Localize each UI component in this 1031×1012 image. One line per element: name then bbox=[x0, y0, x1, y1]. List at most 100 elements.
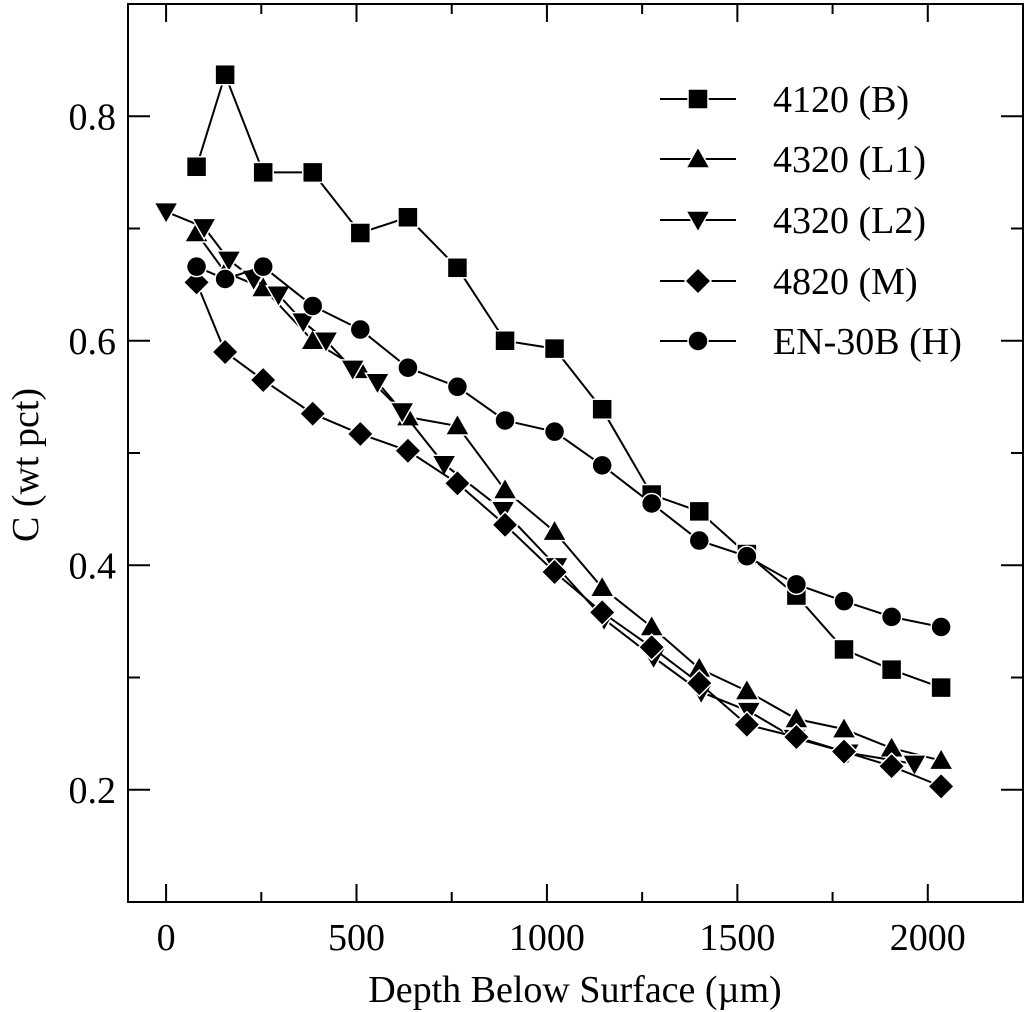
y-axis: 0.2 0.4 0.6 0.8 bbox=[69, 3, 1023, 812]
data-point bbox=[541, 518, 568, 542]
legend-marker bbox=[683, 266, 713, 296]
x-tick-label: 0 bbox=[157, 917, 176, 959]
data-point bbox=[833, 590, 855, 612]
data-point bbox=[397, 356, 419, 379]
series-4 bbox=[182, 268, 956, 801]
x-axis: 0 500 1000 1500 2000 bbox=[157, 4, 1024, 959]
y-tick-label: 0.2 bbox=[69, 770, 117, 812]
data-point bbox=[880, 606, 903, 628]
data-point bbox=[688, 500, 711, 523]
data-point bbox=[901, 754, 928, 778]
data-point bbox=[490, 510, 520, 539]
legend-item: 4120 (B) bbox=[660, 79, 909, 121]
legend-item: 4320 (L2) bbox=[660, 200, 926, 242]
data-point bbox=[388, 401, 416, 425]
data-point bbox=[543, 337, 566, 360]
data-point bbox=[364, 372, 391, 396]
data-point bbox=[733, 677, 761, 701]
data-point bbox=[446, 376, 469, 398]
data-point bbox=[688, 529, 711, 552]
data-point bbox=[152, 201, 180, 226]
legend-item: 4320 (L1) bbox=[660, 139, 926, 181]
x-tick-label: 2000 bbox=[890, 917, 966, 959]
data-point bbox=[301, 295, 324, 317]
data-point bbox=[591, 398, 613, 420]
data-point bbox=[446, 257, 469, 279]
y-tick-label: 0.6 bbox=[69, 321, 117, 363]
legend-item: EN-30B (H) bbox=[660, 321, 962, 363]
data-point bbox=[185, 156, 208, 178]
data-point bbox=[829, 737, 859, 766]
x-tick-label: 1500 bbox=[699, 917, 775, 959]
series-5 bbox=[185, 255, 952, 638]
data-point bbox=[339, 359, 366, 383]
legend-label: 4320 (L1) bbox=[773, 139, 926, 181]
y-tick-label: 0.4 bbox=[69, 545, 117, 587]
data-point bbox=[397, 206, 419, 229]
data-point bbox=[298, 399, 327, 428]
legend-marker bbox=[684, 210, 712, 234]
data-point bbox=[494, 409, 516, 432]
legend-label: EN-30B (H) bbox=[773, 321, 962, 363]
data-point bbox=[430, 454, 458, 478]
data-point bbox=[927, 772, 956, 801]
x-tick-label: 1000 bbox=[509, 917, 585, 959]
data-point bbox=[877, 752, 906, 781]
data-point bbox=[782, 722, 811, 752]
data-point bbox=[185, 255, 208, 278]
data-point bbox=[252, 255, 274, 278]
data-point bbox=[249, 365, 278, 395]
data-point bbox=[640, 492, 663, 515]
legend-marker bbox=[687, 88, 709, 110]
data-point bbox=[489, 500, 517, 524]
data-point bbox=[312, 331, 340, 355]
data-point bbox=[880, 658, 903, 681]
data-point bbox=[182, 268, 211, 297]
data-point bbox=[637, 633, 666, 662]
data-point bbox=[346, 419, 375, 448]
data-point bbox=[349, 318, 372, 341]
data-point bbox=[736, 545, 758, 568]
y-tick-label: 0.8 bbox=[69, 96, 117, 138]
data-point bbox=[349, 222, 372, 244]
legend-label: 4820 (M) bbox=[773, 261, 918, 303]
data-point bbox=[732, 710, 761, 739]
legend-marker bbox=[687, 330, 709, 352]
data-point bbox=[491, 476, 519, 500]
data-point bbox=[591, 454, 613, 477]
data-point bbox=[638, 613, 665, 637]
legend-marker bbox=[684, 145, 712, 169]
data-point bbox=[214, 63, 236, 86]
data-point bbox=[540, 557, 569, 587]
data-point bbox=[927, 747, 955, 771]
data-point bbox=[443, 469, 472, 498]
data-point bbox=[214, 268, 236, 290]
x-tick-label: 500 bbox=[328, 917, 385, 959]
data-point bbox=[543, 420, 566, 443]
legend-label: 4320 (L2) bbox=[773, 200, 926, 242]
data-point bbox=[301, 161, 324, 184]
legend: 4120 (B) 4320 (L1) 4320 (L2) 4820 (M) EN-30B… bbox=[660, 79, 962, 363]
legend-label: 4120 (B) bbox=[773, 79, 909, 121]
data-point bbox=[265, 284, 292, 309]
data-point bbox=[215, 250, 243, 274]
data-point bbox=[393, 436, 422, 465]
series-layer bbox=[152, 63, 956, 801]
data-point bbox=[588, 574, 616, 598]
data-point bbox=[588, 598, 617, 627]
x-axis-title: Depth Below Surface (µm) bbox=[368, 969, 781, 1011]
data-point bbox=[930, 616, 952, 638]
data-point bbox=[930, 676, 952, 699]
data-point bbox=[252, 161, 274, 184]
y-axis-title: C (wt pct) bbox=[5, 388, 47, 542]
data-point bbox=[494, 330, 516, 352]
data-point bbox=[444, 412, 471, 436]
data-point bbox=[785, 573, 808, 596]
legend-item: 4820 (M) bbox=[660, 261, 918, 303]
data-point bbox=[190, 217, 218, 241]
series-2 bbox=[183, 219, 955, 771]
data-point bbox=[685, 669, 714, 698]
data-point bbox=[289, 311, 317, 336]
data-point bbox=[833, 638, 855, 661]
